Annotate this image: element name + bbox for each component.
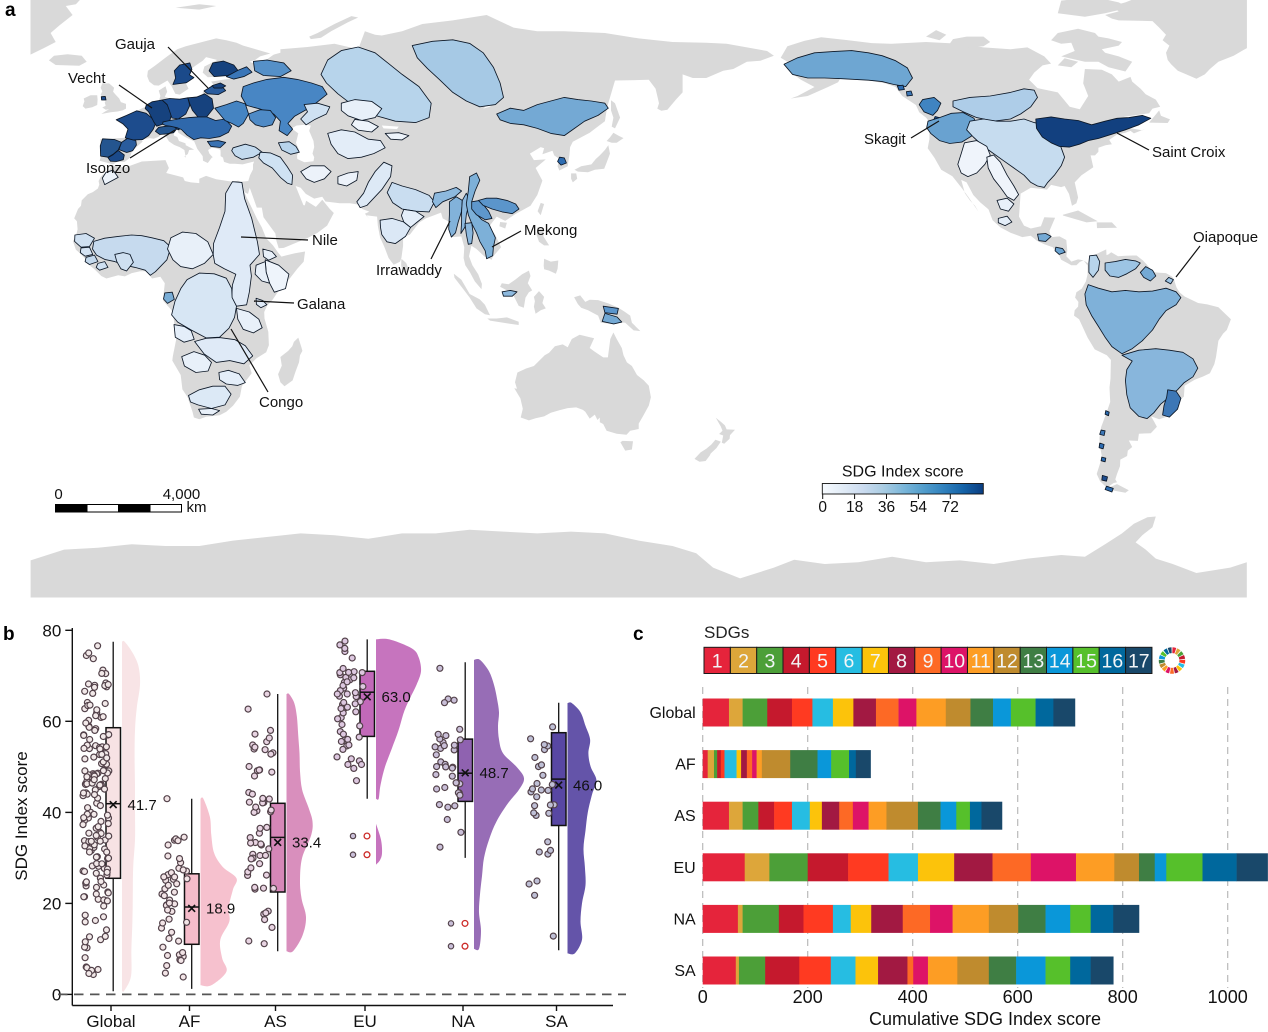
- svg-text:60: 60: [42, 712, 61, 731]
- svg-text:18.9: 18.9: [206, 901, 235, 918]
- svg-text:7: 7: [870, 651, 881, 673]
- svg-text:1000: 1000: [1208, 987, 1248, 1007]
- svg-text:9: 9: [923, 651, 934, 673]
- svg-text:10: 10: [943, 651, 965, 673]
- svg-text:5: 5: [817, 651, 828, 673]
- svg-text:b: b: [3, 624, 15, 645]
- svg-text:Isonzo: Isonzo: [86, 160, 130, 177]
- svg-text:4: 4: [791, 651, 802, 673]
- svg-text:Global: Global: [86, 1012, 135, 1031]
- svg-text:1: 1: [712, 651, 723, 673]
- svg-text:63.0: 63.0: [382, 689, 411, 706]
- svg-text:Skagit: Skagit: [864, 131, 907, 148]
- svg-text:SDG Index score: SDG Index score: [12, 751, 31, 880]
- svg-text:600: 600: [1003, 987, 1033, 1007]
- svg-text:14: 14: [1049, 651, 1071, 673]
- svg-text:72: 72: [942, 499, 959, 516]
- svg-text:Mekong: Mekong: [524, 222, 577, 239]
- svg-text:Galana: Galana: [297, 296, 346, 313]
- svg-text:Congo: Congo: [259, 394, 303, 411]
- svg-text:36: 36: [878, 499, 895, 516]
- svg-text:16: 16: [1102, 651, 1124, 673]
- svg-text:SDGs: SDGs: [704, 623, 749, 642]
- svg-text:4,000: 4,000: [163, 486, 201, 503]
- svg-text:Global: Global: [649, 705, 695, 722]
- svg-text:400: 400: [898, 987, 928, 1007]
- svg-text:Saint Croix: Saint Croix: [1152, 144, 1226, 161]
- svg-text:NA: NA: [673, 911, 696, 928]
- svg-text:0: 0: [54, 486, 62, 503]
- svg-text:AF: AF: [179, 1012, 201, 1031]
- svg-text:Oiapoque: Oiapoque: [1193, 229, 1258, 246]
- svg-text:AS: AS: [264, 1012, 287, 1031]
- svg-text:SDG Index score: SDG Index score: [842, 464, 964, 481]
- svg-text:Cumulative SDG Index score: Cumulative SDG Index score: [869, 1009, 1101, 1029]
- svg-text:2: 2: [738, 651, 749, 673]
- svg-text:48.7: 48.7: [480, 765, 509, 782]
- svg-text:800: 800: [1108, 987, 1138, 1007]
- svg-text:17: 17: [1128, 651, 1150, 673]
- svg-text:3: 3: [764, 651, 775, 673]
- svg-text:11: 11: [971, 651, 991, 673]
- svg-text:33.4: 33.4: [292, 835, 321, 852]
- svg-text:15: 15: [1075, 651, 1097, 673]
- svg-text:Gauja: Gauja: [115, 36, 156, 53]
- svg-text:SA: SA: [545, 1012, 568, 1031]
- svg-text:AS: AS: [674, 808, 695, 825]
- svg-text:a: a: [5, 0, 16, 21]
- svg-text:41.7: 41.7: [128, 797, 157, 814]
- svg-text:AF: AF: [675, 757, 696, 774]
- svg-text:6: 6: [843, 651, 854, 673]
- svg-text:46.0: 46.0: [573, 777, 602, 794]
- svg-text:200: 200: [793, 987, 823, 1007]
- svg-text:Nile: Nile: [312, 232, 338, 249]
- svg-text:Vecht: Vecht: [68, 70, 106, 87]
- svg-text:0: 0: [818, 499, 827, 516]
- svg-text:8: 8: [896, 651, 907, 673]
- svg-text:12: 12: [996, 651, 1018, 673]
- svg-text:km: km: [187, 499, 207, 516]
- svg-text:0: 0: [698, 987, 708, 1007]
- svg-text:40: 40: [42, 803, 61, 822]
- svg-text:80: 80: [42, 621, 61, 640]
- svg-text:0: 0: [52, 985, 61, 1004]
- svg-text:NA: NA: [451, 1012, 475, 1031]
- svg-text:13: 13: [1023, 651, 1045, 673]
- svg-text:EU: EU: [353, 1012, 377, 1031]
- svg-text:Irrawaddy: Irrawaddy: [376, 262, 442, 279]
- svg-text:SA: SA: [674, 963, 696, 980]
- svg-text:20: 20: [42, 894, 61, 913]
- svg-text:54: 54: [910, 499, 928, 516]
- svg-text:18: 18: [846, 499, 863, 516]
- svg-text:EU: EU: [673, 860, 695, 877]
- svg-text:c: c: [633, 624, 644, 645]
